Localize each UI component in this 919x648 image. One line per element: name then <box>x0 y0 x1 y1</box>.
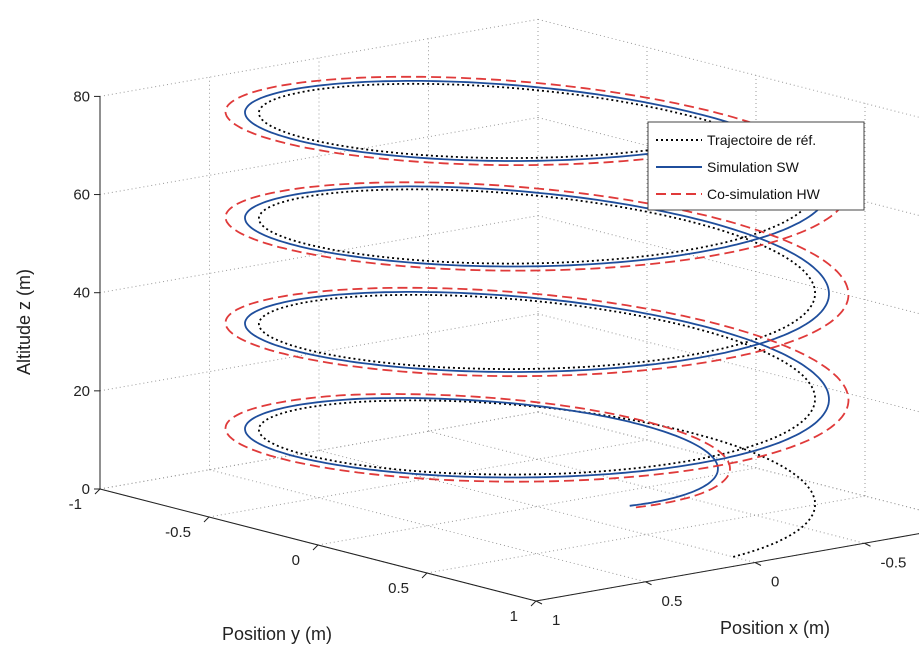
y-tick-mark <box>94 488 101 495</box>
grid-floor-x <box>428 430 865 544</box>
grid-back-wall-horizontal <box>537 18 919 118</box>
y-tick-label: 0.5 <box>388 580 409 597</box>
x-tick-label: -0.5 <box>881 554 907 571</box>
grid-floor-y <box>426 495 866 574</box>
grid-left-wall-horizontal <box>99 117 539 196</box>
series-line-2 <box>224 75 850 509</box>
y-axis-label: Position y (m) <box>222 624 332 644</box>
legend: Trajectoire de réf. Simulation SW Co-sim… <box>647 121 865 211</box>
z-axis-label: Altitude z (m) <box>14 269 34 375</box>
y-tick-label: 0 <box>292 552 300 569</box>
x-axis-label: Position x (m) <box>720 618 830 638</box>
x-tick-mark <box>754 562 762 566</box>
x-tick-mark <box>645 581 652 586</box>
z-tick-label: 0 <box>82 481 90 498</box>
y-tick-label: -1 <box>69 496 82 513</box>
z-tick-label: 40 <box>73 285 90 302</box>
legend-label-cosimulation: Co-simulation HW <box>707 186 821 202</box>
legend-label-reference: Trajectoire de réf. <box>707 132 816 148</box>
series-line-1 <box>244 80 830 507</box>
grid-back-wall-horizontal <box>537 411 919 511</box>
x-axis-line <box>535 533 919 602</box>
axes <box>94 95 919 607</box>
y-tick-mark <box>530 600 537 607</box>
y-tick-label: 1 <box>510 608 518 625</box>
x-tick-label: 0 <box>771 574 779 591</box>
grid-floor-x <box>209 469 646 583</box>
z-tick-label: 80 <box>73 88 90 105</box>
y-tick-mark <box>203 516 210 523</box>
grid-left-wall-horizontal <box>99 313 539 392</box>
series-lines <box>224 75 850 558</box>
x-tick-mark <box>535 600 543 605</box>
grid-floor-y <box>317 467 757 546</box>
y-tick-label: -0.5 <box>165 524 191 541</box>
grid-floor-y <box>535 533 919 602</box>
x-tick-mark <box>864 542 871 547</box>
legend-label-simulation: Simulation SW <box>707 159 800 175</box>
x-tick-label: 1 <box>552 612 560 629</box>
z-tick-label: 60 <box>73 187 90 204</box>
y-tick-mark <box>312 544 319 551</box>
grid-lines <box>99 18 919 602</box>
x-tick-label: 0.5 <box>662 593 683 610</box>
z-tick-label: 20 <box>73 383 90 400</box>
grid-floor-x <box>537 411 919 511</box>
y-tick-mark <box>421 572 428 579</box>
series-line-0 <box>257 82 817 558</box>
